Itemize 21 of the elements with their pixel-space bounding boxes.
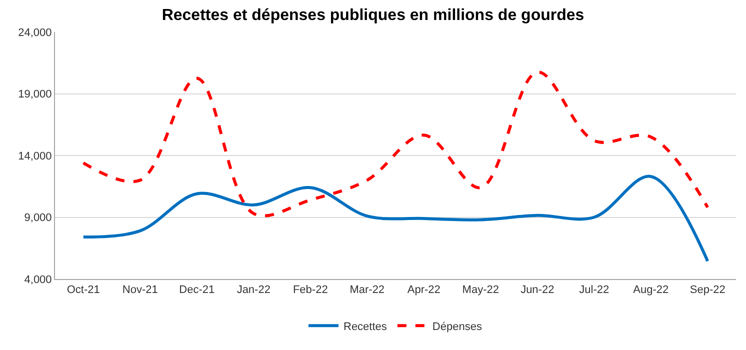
x-tick-label: Nov-21 [122,284,158,296]
y-tick-label: 9,000 [24,212,52,224]
y-tick-label: 19,000 [18,88,52,101]
legend-label: Recettes [344,320,388,333]
y-tick-label: 24,000 [18,26,52,39]
x-tick-label: May-22 [462,284,499,296]
x-tick-label: Mar-22 [350,284,385,296]
x-tick-label: Jun-22 [520,284,554,296]
x-tick-label: Sep-22 [690,284,726,296]
x-tick-label: Feb-22 [292,284,328,296]
y-tick-label: 4,000 [24,274,52,286]
x-tick-label: Dec-21 [179,284,215,296]
x-tick-label: Aug-22 [633,284,669,296]
line-series [82,174,710,263]
y-tick-label: 14,000 [18,150,52,162]
x-tick-label: Oct-21 [66,284,100,296]
chart-title: Recettes et dépenses publiques en millions de gourdes [162,6,584,24]
legend-label: Dépenses [432,320,482,333]
x-tick-label: Apr-22 [407,284,440,296]
x-tick-label: Jan-22 [236,284,270,296]
x-tick-label: Jul-22 [579,284,610,296]
